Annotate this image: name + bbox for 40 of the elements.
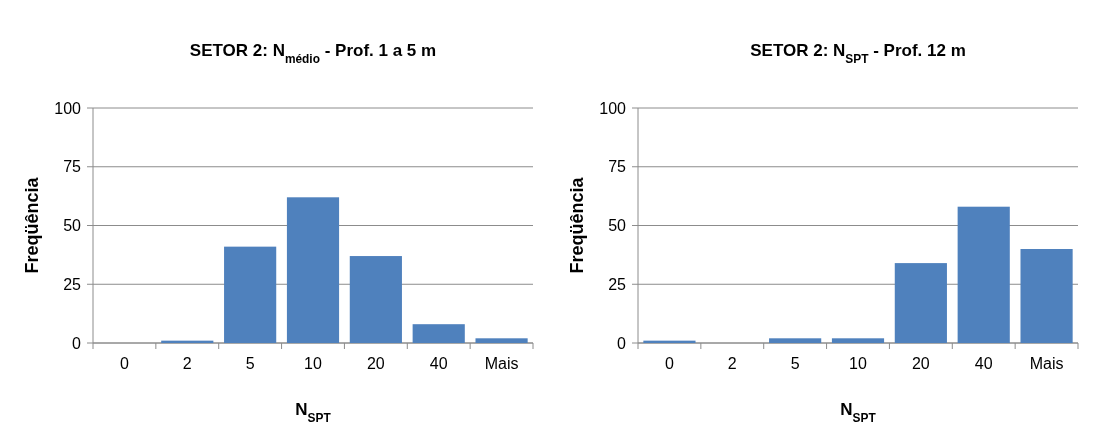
bar [769,338,822,343]
bar [224,246,277,343]
y-tick-label: 50 [63,217,82,235]
y-axis-title: Freqüência [22,176,42,274]
y-axis-title: Freqüência [567,176,587,274]
x-tick-label: 40 [429,355,448,372]
x-tick-label: 10 [849,355,867,372]
bar [894,263,947,343]
y-tick-label: 0 [617,334,627,352]
x-tick-label: 20 [911,355,930,372]
x-tick-label: 20 [366,355,385,372]
y-tick-label: 25 [608,275,627,293]
y-tick-label: 25 [63,275,82,293]
x-tick-label: 2 [727,355,737,372]
bar [349,256,402,343]
x-tick-label: 5 [790,355,800,372]
y-tick-label: 100 [54,99,82,117]
chart-title: SETOR 2: N$_{SPT}$ - Prof. 12 m [750,41,966,66]
x-axis-title: N$_{SPT}$ [840,400,877,425]
y-tick-label: 75 [608,158,627,176]
x-tick-label: 0 [119,355,129,372]
bar [831,338,885,343]
x-tick-label: 5 [245,355,255,372]
y-tick-label: 0 [72,334,82,352]
y-tick-label: 75 [63,158,82,176]
chart-title: SETOR 2: N$_{médio}$ - Prof. 1 a 5 m [189,41,437,66]
y-tick-label: 50 [608,217,627,235]
x-tick-label: Mais [1029,355,1064,372]
x-tick-label: 40 [974,355,993,372]
y-tick-label: 100 [599,99,627,117]
x-tick-label: Mais [484,355,519,372]
bar [1020,249,1073,343]
bar [957,206,1010,343]
x-tick-label: 0 [664,355,674,372]
x-tick-label: 2 [182,355,192,372]
bar [475,338,528,343]
bar [286,197,340,343]
x-axis-title: N$_{SPT}$ [295,400,332,425]
x-tick-label: 10 [304,355,322,372]
bar [412,324,465,343]
